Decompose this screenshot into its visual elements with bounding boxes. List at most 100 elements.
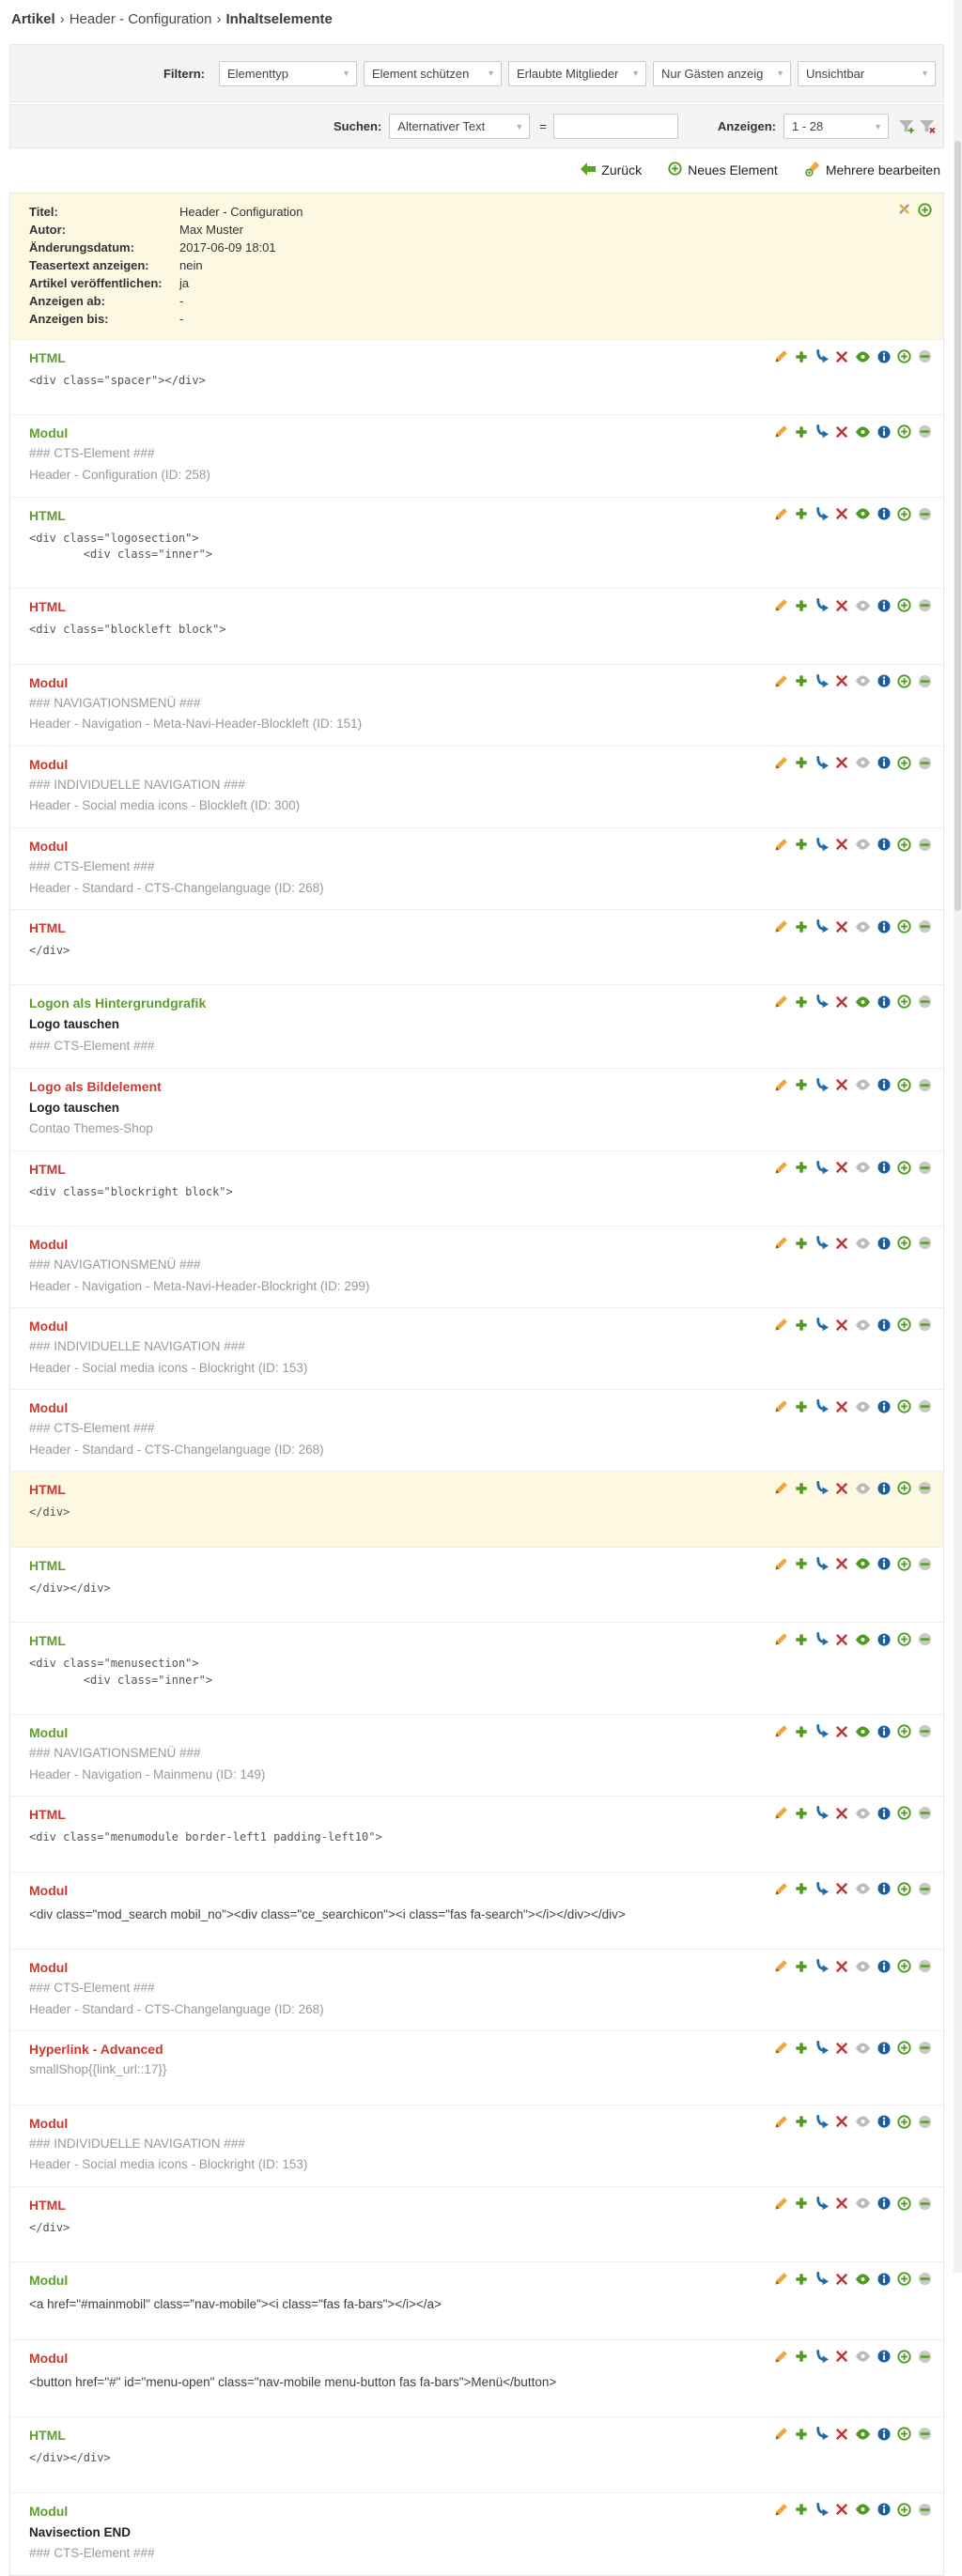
move-icon[interactable]	[815, 598, 829, 612]
drag-icon[interactable]	[918, 1632, 932, 1646]
paste-after-icon[interactable]	[897, 2041, 911, 2055]
info-icon[interactable]	[877, 1237, 891, 1250]
edit-icon[interactable]	[774, 674, 788, 688]
info-icon[interactable]	[877, 1633, 891, 1646]
info-icon[interactable]	[877, 674, 891, 687]
drag-icon[interactable]	[918, 2115, 932, 2129]
paste-after-icon[interactable]	[897, 1161, 911, 1175]
drag-icon[interactable]	[918, 2272, 932, 2286]
info-icon[interactable]	[877, 1161, 891, 1174]
duplicate-icon[interactable]	[795, 995, 808, 1009]
drag-icon[interactable]	[918, 838, 932, 852]
duplicate-icon[interactable]	[795, 507, 808, 520]
info-icon[interactable]	[877, 838, 891, 851]
edit-icon[interactable]	[774, 1806, 788, 1820]
duplicate-icon[interactable]	[795, 1482, 808, 1495]
move-icon[interactable]	[815, 2272, 829, 2286]
visibility-icon[interactable]	[855, 2351, 871, 2363]
delete-icon[interactable]	[835, 995, 848, 1009]
delete-icon[interactable]	[835, 1882, 848, 1895]
duplicate-icon[interactable]	[795, 1882, 808, 1895]
info-icon[interactable]	[877, 2042, 891, 2055]
paste-after-icon[interactable]	[897, 2115, 911, 2129]
duplicate-icon[interactable]	[795, 2350, 808, 2363]
edit-icon[interactable]	[774, 2272, 788, 2286]
drag-icon[interactable]	[918, 1882, 932, 1896]
search-input[interactable]	[552, 114, 678, 139]
visibility-icon[interactable]	[855, 1162, 871, 1173]
paste-after-icon[interactable]	[897, 1881, 911, 1896]
delete-icon[interactable]	[835, 756, 848, 769]
info-icon[interactable]	[877, 1882, 891, 1895]
drag-icon[interactable]	[918, 1806, 932, 1820]
move-icon[interactable]	[815, 1632, 829, 1646]
scrollbar-thumb[interactable]	[954, 141, 961, 911]
delete-icon[interactable]	[835, 2350, 848, 2363]
paste-after-icon[interactable]	[897, 598, 911, 612]
visibility-icon[interactable]	[855, 996, 871, 1008]
info-icon[interactable]	[877, 349, 891, 363]
edit-icon[interactable]	[774, 424, 788, 439]
delete-icon[interactable]	[835, 1633, 848, 1646]
delete-icon[interactable]	[835, 1319, 848, 1332]
delete-icon[interactable]	[835, 1161, 848, 1174]
paste-after-icon[interactable]	[897, 1959, 911, 1973]
edit-icon[interactable]	[774, 1481, 788, 1495]
duplicate-icon[interactable]	[795, 1400, 808, 1413]
paste-after-icon[interactable]	[897, 756, 911, 770]
paste-after-icon[interactable]	[897, 1077, 911, 1092]
info-icon[interactable]	[877, 1319, 891, 1332]
drag-icon[interactable]	[918, 919, 932, 933]
visibility-icon[interactable]	[855, 2429, 871, 2440]
move-icon[interactable]	[815, 2114, 829, 2129]
duplicate-icon[interactable]	[795, 2273, 808, 2286]
paste-after-icon[interactable]	[897, 1236, 911, 1250]
move-icon[interactable]	[815, 837, 829, 852]
visibility-icon[interactable]	[855, 839, 871, 851]
duplicate-icon[interactable]	[795, 2503, 808, 2516]
delete-icon[interactable]	[835, 507, 848, 520]
drag-icon[interactable]	[918, 2350, 932, 2364]
info-icon[interactable]	[877, 2115, 891, 2128]
paste-after-icon[interactable]	[897, 2503, 911, 2517]
paste-after-icon[interactable]	[897, 1724, 911, 1738]
info-icon[interactable]	[877, 2273, 891, 2286]
info-icon[interactable]	[877, 1400, 891, 1413]
drag-icon[interactable]	[918, 995, 932, 1009]
delete-icon[interactable]	[835, 350, 848, 363]
visibility-icon[interactable]	[855, 2043, 871, 2054]
visibility-icon[interactable]	[855, 600, 871, 611]
breadcrumb-article-title[interactable]: Header - Configuration	[69, 11, 212, 27]
duplicate-icon[interactable]	[795, 2428, 808, 2441]
paste-after-icon[interactable]	[897, 1632, 911, 1646]
edit-icon[interactable]	[774, 995, 788, 1009]
delete-icon[interactable]	[835, 425, 848, 439]
edit-icon[interactable]	[774, 2427, 788, 2441]
move-icon[interactable]	[815, 349, 829, 363]
paste-after-icon[interactable]	[897, 2427, 911, 2442]
scrollbar[interactable]	[954, 0, 962, 2273]
search-field-select[interactable]: Alternativer Text ▼	[389, 114, 531, 139]
filter-select[interactable]: Elementtyp ▼	[219, 60, 357, 86]
edit-icon[interactable]	[774, 2041, 788, 2055]
info-icon[interactable]	[877, 425, 891, 439]
edit-icon[interactable]	[774, 598, 788, 612]
visibility-icon[interactable]	[855, 1634, 871, 1645]
move-icon[interactable]	[815, 673, 829, 688]
edit-icon[interactable]	[774, 1557, 788, 1571]
paste-after-icon[interactable]	[897, 2197, 911, 2211]
duplicate-icon[interactable]	[795, 1319, 808, 1332]
edit-icon[interactable]	[774, 756, 788, 770]
duplicate-icon[interactable]	[795, 1960, 808, 1973]
move-icon[interactable]	[815, 1399, 829, 1413]
paste-after-icon[interactable]	[897, 1557, 911, 1571]
move-icon[interactable]	[815, 995, 829, 1009]
edit-icon[interactable]	[774, 1882, 788, 1896]
duplicate-icon[interactable]	[795, 920, 808, 933]
paste-after-icon[interactable]	[897, 838, 911, 852]
edit-icon[interactable]	[774, 1236, 788, 1250]
delete-icon[interactable]	[835, 838, 848, 851]
duplicate-icon[interactable]	[795, 838, 808, 851]
move-icon[interactable]	[815, 506, 829, 521]
info-icon[interactable]	[877, 1078, 891, 1091]
